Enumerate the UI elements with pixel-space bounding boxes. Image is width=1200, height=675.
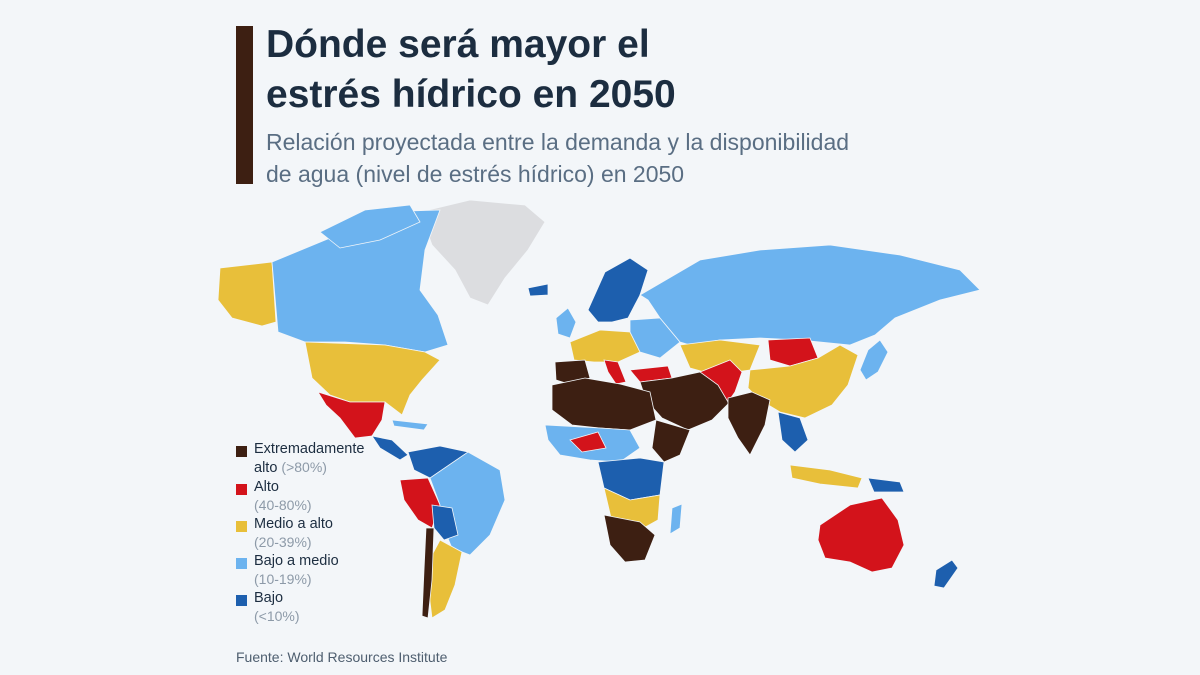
region-australia	[817, 497, 905, 573]
legend-item-low: Bajo (<10%)	[236, 589, 406, 625]
legend-label: Medio a alto	[254, 516, 333, 532]
region-alaska	[217, 261, 277, 327]
subtitle-line-2: de agua (nivel de estrés hídrico) en 205…	[266, 161, 685, 187]
region-indonesia	[789, 464, 863, 489]
region-southern-africa	[603, 514, 656, 563]
subtitle-line-1: Relación proyectada entre la demanda y l…	[266, 129, 850, 155]
legend-swatch-low	[236, 595, 247, 606]
region-india	[727, 391, 771, 456]
region-madagascar	[669, 503, 683, 535]
region-caribbean	[391, 419, 429, 431]
region-scandinavia	[587, 257, 649, 323]
legend-range: (10-19%)	[254, 571, 312, 587]
legend-label: Bajo	[254, 590, 284, 606]
title-line-1: Dónde será mayor el	[266, 23, 650, 66]
legend-item-high: Alto (40-80%)	[236, 478, 406, 514]
legend-swatch-extremely-high	[236, 446, 247, 457]
legend-item-low-medium: Bajo a medio (10-19%)	[236, 552, 406, 588]
region-papua	[867, 477, 905, 493]
region-chile	[421, 527, 435, 619]
region-new-zealand	[933, 559, 959, 589]
region-bolivia	[431, 504, 459, 541]
region-western-europe	[569, 329, 641, 363]
legend-swatch-high	[236, 484, 247, 495]
region-italy	[603, 359, 627, 385]
region-russia	[639, 244, 981, 346]
region-east-africa	[651, 419, 691, 463]
region-southeast-asia	[777, 411, 809, 453]
source-note: Fuente: World Resources Institute	[236, 649, 448, 665]
legend-range: (20-39%)	[254, 534, 312, 550]
legend-range: (<10%)	[254, 608, 300, 624]
legend-swatch-low-medium	[236, 558, 247, 569]
title-accent-bar	[236, 26, 253, 184]
region-north-africa	[551, 377, 657, 431]
page-subtitle: Relación proyectada entre la demanda y l…	[266, 126, 966, 190]
region-central-america	[371, 435, 409, 461]
region-greenland	[419, 199, 546, 306]
region-usa	[304, 341, 441, 416]
legend-label: Extremadamente alto (>80%)	[254, 441, 365, 476]
map-legend: Extremadamente alto (>80%) Alto (40-80%) …	[236, 440, 406, 626]
region-arctic-islands	[319, 204, 421, 249]
region-japan	[859, 339, 889, 381]
region-nigeria	[569, 431, 607, 453]
region-iceland	[527, 283, 549, 297]
region-uk	[555, 307, 577, 339]
legend-range: (40-80%)	[254, 497, 312, 513]
legend-label: Alto	[254, 479, 279, 495]
page-title: Dónde será mayor el estrés hídrico en 20…	[266, 20, 886, 120]
legend-item-extremely-high: Extremadamente alto (>80%)	[236, 440, 406, 477]
region-pakistan	[699, 359, 743, 403]
title-line-2: estrés hídrico en 2050	[266, 73, 676, 116]
legend-swatch-medium-high	[236, 521, 247, 532]
legend-label: Bajo a medio	[254, 553, 339, 569]
legend-item-medium-high: Medio a alto (20-39%)	[236, 515, 406, 551]
